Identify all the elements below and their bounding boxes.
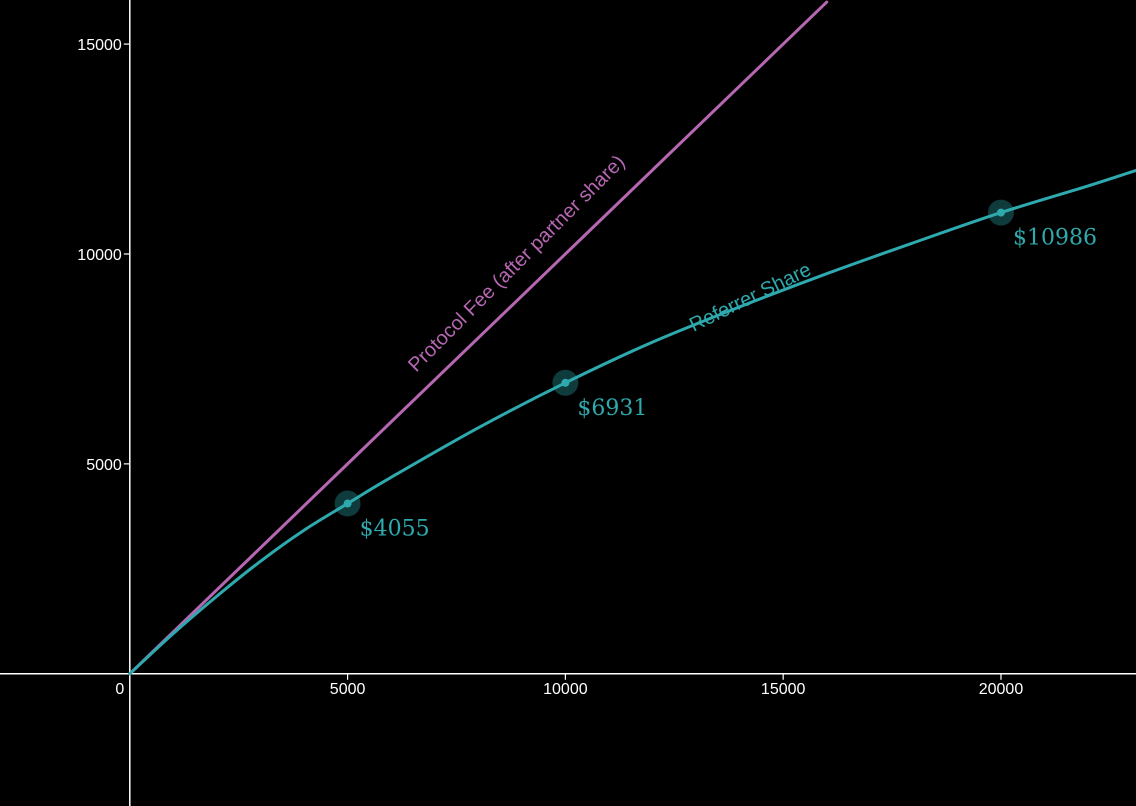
data-point: [996, 208, 1005, 217]
x-tick-label: 15000: [761, 681, 806, 698]
protocol-fee-line: [128, 0, 829, 676]
y-tick-label: 10000: [77, 247, 122, 264]
x-tick-label: 20000: [979, 681, 1024, 698]
data-point: [343, 499, 352, 508]
data-label: $6931: [577, 396, 647, 421]
x-tick-label: 5000: [330, 681, 366, 698]
data-label: $4055: [360, 517, 430, 542]
y-tick-label: 15000: [77, 37, 122, 54]
referrer-share-line: [128, 168, 1136, 676]
x-tick-label: 0: [115, 681, 124, 698]
x-tick-label: 10000: [543, 681, 588, 698]
data-label: $10986: [1013, 226, 1097, 251]
series-layer: [128, 0, 1136, 676]
highlighted-points: $4055 $6931 $10986: [334, 199, 1097, 542]
y-tick-label: 5000: [86, 457, 122, 474]
data-point: [561, 378, 570, 387]
